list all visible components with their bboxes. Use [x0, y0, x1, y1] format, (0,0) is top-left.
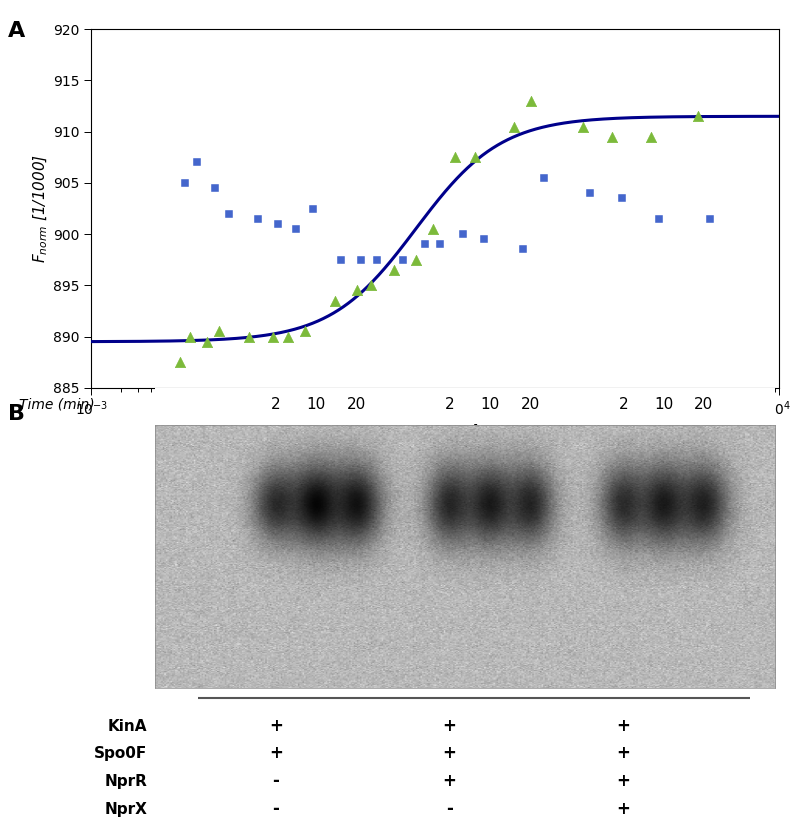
Point — [174, 355, 187, 369]
Point — [448, 151, 461, 164]
Point — [645, 130, 657, 143]
Text: NprR: NprR — [104, 774, 147, 789]
Point — [208, 181, 221, 194]
Point — [184, 330, 196, 344]
Point — [223, 207, 235, 220]
Point — [653, 212, 665, 225]
Text: +: + — [616, 744, 630, 762]
Point — [200, 335, 213, 349]
Y-axis label: F$_{norm}$ [1/1000]: F$_{norm}$ [1/1000] — [32, 154, 50, 263]
Text: 20: 20 — [521, 397, 540, 412]
Point — [615, 192, 628, 205]
Point — [419, 238, 432, 251]
Point — [355, 253, 367, 266]
Point — [525, 94, 537, 108]
Point — [387, 264, 400, 277]
Text: KinA: KinA — [107, 719, 147, 734]
Point — [272, 217, 285, 230]
Point — [328, 294, 341, 308]
Point — [281, 330, 294, 344]
Text: 10: 10 — [653, 397, 673, 412]
Point — [289, 223, 302, 236]
Text: 20: 20 — [694, 397, 713, 412]
Text: Time (min): Time (min) — [18, 398, 95, 411]
Text: 20: 20 — [347, 397, 366, 412]
Text: 10: 10 — [480, 397, 499, 412]
Point — [335, 253, 347, 266]
Point — [409, 253, 422, 266]
Point — [692, 109, 704, 123]
Point — [370, 253, 383, 266]
Text: 10: 10 — [307, 397, 326, 412]
Point — [433, 238, 446, 251]
Text: +: + — [269, 744, 283, 762]
Text: +: + — [443, 717, 456, 736]
Point — [397, 253, 409, 266]
Point — [365, 279, 378, 292]
Text: 2: 2 — [444, 397, 455, 412]
Text: +: + — [269, 717, 283, 736]
Point — [213, 324, 226, 338]
Point — [584, 187, 597, 200]
Text: -: - — [273, 772, 279, 791]
Text: 2: 2 — [619, 397, 628, 412]
Text: +: + — [616, 772, 630, 791]
X-axis label: Concentration: Concentration — [369, 424, 502, 442]
Point — [704, 212, 717, 225]
Point — [351, 284, 363, 297]
Point — [242, 330, 255, 344]
Point — [468, 151, 481, 164]
Point — [606, 130, 619, 143]
Point — [179, 176, 192, 189]
Point — [307, 202, 320, 215]
Text: +: + — [616, 717, 630, 736]
Point — [537, 171, 550, 184]
Point — [266, 330, 279, 344]
Point — [478, 233, 491, 246]
Text: 2: 2 — [271, 397, 281, 412]
Text: -: - — [446, 801, 453, 818]
Point — [299, 324, 312, 338]
Point — [456, 228, 469, 241]
Point — [507, 120, 520, 133]
Text: Spo0F: Spo0F — [94, 746, 147, 761]
Point — [427, 223, 440, 236]
Text: B: B — [8, 404, 25, 425]
Point — [576, 120, 589, 133]
Point — [191, 156, 204, 169]
Text: NprX: NprX — [104, 801, 147, 816]
Text: A: A — [8, 21, 25, 41]
Text: +: + — [443, 772, 456, 791]
Point — [252, 212, 265, 225]
Text: +: + — [616, 801, 630, 818]
Text: +: + — [443, 744, 456, 762]
Text: -: - — [273, 801, 279, 818]
Point — [517, 243, 529, 256]
